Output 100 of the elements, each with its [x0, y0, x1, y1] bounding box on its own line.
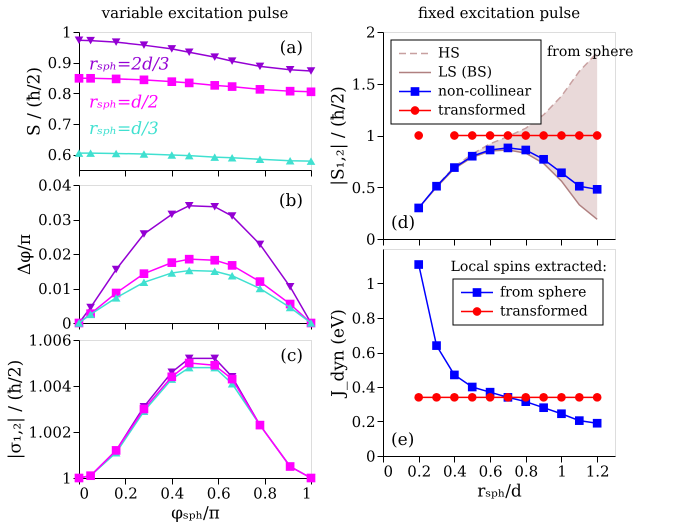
- point: [210, 360, 220, 370]
- point: [184, 358, 194, 368]
- x-axis-title: rₛₚₕ/d: [477, 482, 522, 502]
- y-tick-label: 0: [366, 230, 376, 248]
- point: [140, 269, 148, 278]
- point: [140, 230, 148, 238]
- point: [286, 283, 294, 291]
- series-label: rₛₚₕ=2d/3: [89, 54, 170, 74]
- point: [184, 152, 194, 160]
- y-axis-title: Δφ/π: [15, 234, 36, 276]
- x-tick-label: 1: [557, 462, 567, 480]
- point: [184, 202, 194, 210]
- series-label: rₛₚₕ=d/2: [89, 92, 159, 112]
- point: [592, 131, 602, 140]
- x-tick-label: 1.2: [586, 462, 610, 480]
- point: [306, 157, 316, 165]
- point: [167, 210, 176, 218]
- point: [256, 284, 264, 292]
- x-tick-label: 0.6: [478, 462, 503, 480]
- point: [432, 341, 441, 350]
- point: [468, 382, 477, 392]
- y-axis-title: S / (ħ/2): [24, 67, 45, 136]
- point: [574, 416, 584, 425]
- point: [414, 204, 424, 212]
- y-tick-label: 1: [366, 127, 376, 145]
- y-tick-label: 1: [62, 24, 72, 42]
- x-axis-title: φₛₚₕ/π: [171, 504, 220, 524]
- point: [557, 409, 566, 418]
- x-tick-label: 0: [384, 462, 394, 480]
- point: [286, 66, 294, 74]
- y-axis-title: J_dyn (eV): [328, 309, 349, 399]
- point: [592, 418, 602, 428]
- legend-label: transformed: [438, 102, 526, 118]
- annotation: (c): [280, 346, 303, 366]
- point: [306, 67, 316, 75]
- annotation: (e): [391, 430, 414, 450]
- point: [414, 260, 424, 269]
- y-tick-label: 2: [366, 24, 376, 42]
- x-tick-label: 0.8: [253, 484, 278, 502]
- y-tick-label: 1.004: [28, 378, 72, 396]
- annotation: (a): [280, 38, 303, 58]
- y-tick-label: 0.04: [38, 176, 72, 194]
- point: [539, 393, 548, 402]
- legend-label: HS: [438, 46, 460, 62]
- point: [450, 163, 459, 172]
- point: [167, 45, 176, 53]
- point: [210, 202, 220, 210]
- point: [112, 74, 120, 84]
- point: [140, 41, 148, 49]
- x-tick-label: 0.4: [442, 462, 467, 480]
- point: [256, 156, 264, 164]
- point: [112, 38, 120, 46]
- point: [539, 131, 548, 140]
- y-tick-label: 0.8: [48, 84, 72, 103]
- point: [592, 184, 602, 194]
- y-tick-label: 0.6: [352, 344, 376, 362]
- x-tick-label: 0.4: [160, 484, 184, 502]
- point: [574, 131, 584, 140]
- y-tick-label: 0.4: [352, 378, 376, 396]
- point: [539, 403, 548, 412]
- point: [286, 86, 294, 96]
- point: [521, 146, 530, 154]
- x-tick-label: 0.6: [206, 484, 231, 502]
- point: [521, 131, 530, 140]
- point: [140, 76, 148, 84]
- legend-title: Local spins extracted:: [450, 259, 607, 275]
- point: [184, 254, 194, 264]
- point: [112, 294, 120, 302]
- y-tick-label: 0.01: [38, 280, 72, 298]
- point: [167, 372, 176, 382]
- point: [256, 62, 264, 70]
- y-tick-label: 0.6: [48, 146, 72, 164]
- point: [504, 131, 512, 140]
- point: [539, 154, 548, 164]
- point: [167, 269, 176, 277]
- point: [432, 393, 441, 402]
- point: [450, 370, 459, 380]
- annotation: (d): [391, 213, 416, 233]
- y-tick-label: 0.9: [48, 54, 72, 72]
- y-tick-label: 0: [62, 314, 72, 332]
- point: [184, 78, 194, 88]
- point: [86, 36, 95, 44]
- point: [184, 48, 194, 56]
- point: [432, 182, 441, 191]
- y-axis-title: |σ₁,₂| / (ħ/2): [6, 360, 26, 460]
- y-tick-label: 1.5: [352, 75, 376, 94]
- series-label: rₛₚₕ=d/3: [89, 119, 159, 140]
- y-tick-label: 0.02: [38, 246, 72, 264]
- point: [592, 393, 602, 402]
- y-tick-label: 1.006: [28, 332, 72, 350]
- point: [228, 212, 236, 220]
- point: [210, 53, 220, 61]
- x-tick-label: 0: [80, 484, 90, 502]
- point: [557, 131, 566, 140]
- point: [486, 393, 494, 402]
- y-axis-title: |S₁,₂| / (ħ/2): [328, 86, 349, 186]
- point: [574, 393, 584, 402]
- point: [468, 152, 477, 161]
- point: [557, 168, 566, 178]
- x-tick-label: 0.2: [407, 462, 432, 480]
